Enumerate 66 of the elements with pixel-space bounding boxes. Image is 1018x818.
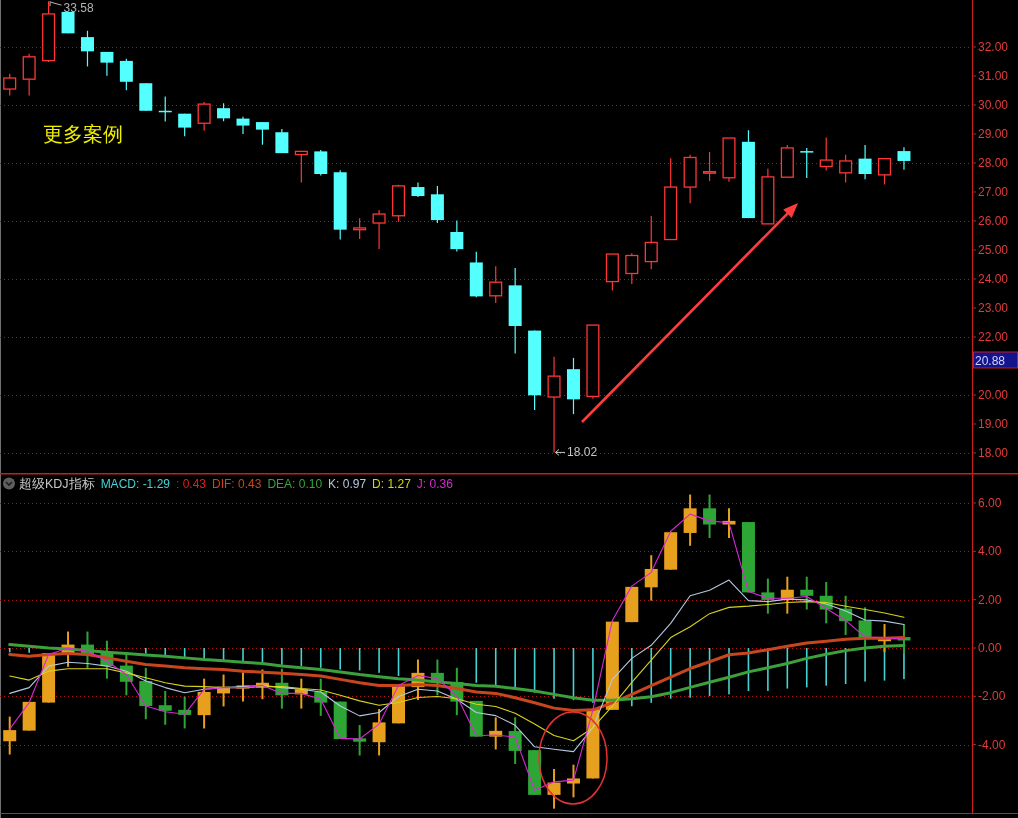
candlestick: [703, 151, 717, 182]
y-tick-label: 23.00: [978, 300, 1009, 315]
y-tick-label: 6.00: [978, 496, 1002, 510]
candlestick: [644, 215, 658, 270]
y-tick-label: 28.00: [978, 155, 1009, 170]
candlestick: [275, 128, 289, 154]
candlestick: [877, 157, 892, 186]
y-tick-label: -4.00: [978, 737, 1006, 752]
candlestick: [703, 493, 717, 540]
line-series: [8, 643, 906, 702]
y-tick-label: 32.00: [978, 39, 1009, 54]
candlestick: [625, 252, 639, 285]
candlestick: [644, 554, 658, 602]
candlestick: [3, 73, 17, 97]
text: J: 0.36: [416, 477, 454, 491]
y-tick-label: 25.00: [978, 242, 1009, 257]
annotation: 33.58: [63, 1, 94, 16]
candlestick: [22, 53, 36, 97]
y-tick-label: 19.00: [978, 416, 1009, 431]
candlestick: [197, 677, 211, 730]
y-tick-label: 22.00: [978, 329, 1009, 344]
text: MACD: -1.29: [100, 477, 171, 491]
text: DIF: 0.43: [212, 477, 262, 491]
text: DEA: 0.10: [267, 477, 323, 491]
text: K: 0.97: [328, 477, 367, 491]
annotation: : 0.43: [175, 477, 207, 491]
candlestick: [255, 121, 269, 146]
candlestick: [761, 577, 775, 615]
annotation: 18.02: [567, 445, 598, 460]
y-tick-label: 27.00: [978, 184, 1009, 199]
y-tick-label: -2.00: [978, 689, 1006, 704]
y-tick-label: 26.00: [978, 213, 1009, 228]
candlestick: [197, 101, 211, 132]
candlestick: [800, 147, 814, 179]
y-tick-label: 31.00: [978, 68, 1009, 83]
candlestick: [294, 150, 308, 184]
candlestick: [372, 209, 386, 250]
candlestick: [3, 715, 17, 756]
candlestick: [839, 154, 853, 184]
y-tick-label: 29.00: [978, 126, 1009, 141]
candlestick: [489, 265, 503, 304]
candlestick: [80, 30, 94, 68]
annotation: 更多案例: [43, 123, 123, 145]
y-tick-label: 0.00: [978, 640, 1002, 655]
candlestick: [372, 708, 386, 757]
text: D: 1.27: [372, 477, 412, 491]
line-series: [9, 579, 905, 753]
y-tick-label: 20.00: [978, 387, 1009, 402]
y-tick-label: 18.00: [978, 445, 1009, 460]
y-tick-label: 24.00: [978, 271, 1009, 286]
text: 20.88: [975, 353, 1006, 368]
y-tick-label: 30.00: [978, 97, 1009, 112]
candlestick: [119, 58, 133, 91]
candlestick: [566, 763, 580, 799]
chart-title: 超级KDJ指标: [19, 477, 95, 491]
candlestick: [450, 219, 464, 253]
candlestick: [819, 136, 833, 172]
candlestick: [353, 217, 367, 240]
candlestick: [158, 689, 172, 726]
y-tick-label: 2.00: [978, 592, 1002, 607]
candlestick: [314, 149, 328, 177]
candlestick: [858, 144, 872, 180]
candlestick: [236, 116, 250, 135]
candlestick: [800, 575, 814, 611]
y-tick-label: 4.00: [978, 544, 1002, 559]
candlestick: [897, 146, 911, 171]
